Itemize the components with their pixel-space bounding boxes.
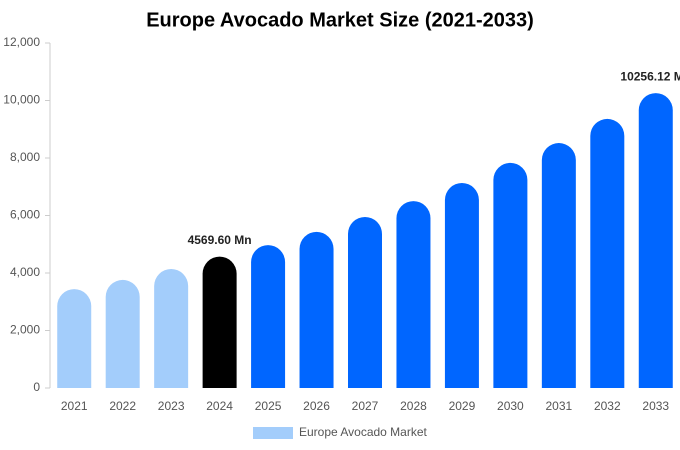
x-tick-label: 2033	[642, 399, 669, 413]
y-tick-label: 6,000	[10, 208, 40, 222]
bar	[202, 256, 237, 388]
x-tick-label: 2030	[497, 399, 524, 413]
bar	[638, 93, 673, 389]
bar	[154, 268, 189, 388]
y-tick-label: 10,000	[3, 93, 40, 107]
legend-label: Europe Avocado Market	[299, 425, 428, 439]
bar	[493, 162, 528, 388]
bar	[541, 143, 576, 388]
bar	[299, 231, 334, 388]
x-tick-label: 2022	[109, 399, 136, 413]
bar	[590, 118, 625, 388]
y-tick-label: 4,000	[10, 265, 40, 279]
bar	[57, 289, 92, 388]
legend-swatch	[253, 427, 293, 439]
x-tick-label: 2029	[449, 399, 476, 413]
bar	[251, 245, 286, 388]
y-tick-label: 2,000	[10, 323, 40, 337]
x-tick-label: 2021	[61, 399, 88, 413]
data-label: 4569.60 Mn	[188, 233, 252, 247]
y-tick-label: 8,000	[10, 150, 40, 164]
bar	[348, 216, 382, 388]
bar	[444, 183, 479, 388]
x-tick-label: 2027	[352, 399, 379, 413]
y-tick-label: 12,000	[3, 35, 40, 49]
y-tick-label: 0	[33, 380, 40, 394]
bar	[105, 279, 140, 388]
x-tick-label: 2031	[545, 399, 572, 413]
data-label: 10256.12 Mn	[620, 69, 680, 83]
x-tick-label: 2032	[594, 399, 621, 413]
x-tick-label: 2028	[400, 399, 427, 413]
chart-title: Europe Avocado Market Size (2021-2033)	[146, 9, 534, 31]
x-tick-label: 2024	[206, 399, 233, 413]
x-tick-label: 2023	[158, 399, 185, 413]
bar	[396, 201, 431, 388]
x-tick-label: 2026	[303, 399, 330, 413]
x-tick-label: 2025	[255, 399, 282, 413]
